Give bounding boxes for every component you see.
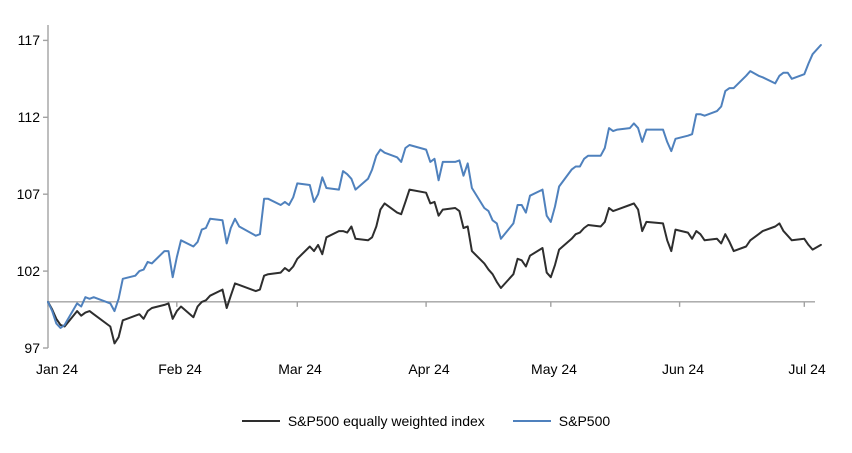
sp500-equal-weight-line [47,188,822,345]
y-axis-label: 117 [17,32,40,48]
sp500-line [47,44,822,329]
x-axis-label: Jan 24 [35,361,79,377]
y-axis-label: 107 [16,186,40,202]
x-axis-label: Mar 24 [278,361,322,377]
x-axis-label: Apr 24 [408,361,450,377]
x-axis-label: Jul 24 [788,361,826,377]
y-axis-label: 102 [16,263,40,279]
chart-legend: S&P500 equally weighted index S&P500 [0,413,852,429]
x-axis-label: Feb 24 [158,361,202,377]
legend-label: S&P500 equally weighted index [287,413,485,429]
x-axis-label: May 24 [531,361,577,377]
legend-item-sp500-equal-weight: S&P500 equally weighted index [241,413,485,429]
legend-line-swatch-sp500 [512,420,551,422]
y-axis-label: 97 [24,340,40,356]
legend-item-sp500: S&P500 [512,413,611,429]
legend-label: S&P500 [558,413,611,429]
legend-line-swatch-equal-weight [241,420,280,422]
x-axis-label: Jun 24 [661,361,705,377]
y-axis-label: 112 [17,109,40,125]
